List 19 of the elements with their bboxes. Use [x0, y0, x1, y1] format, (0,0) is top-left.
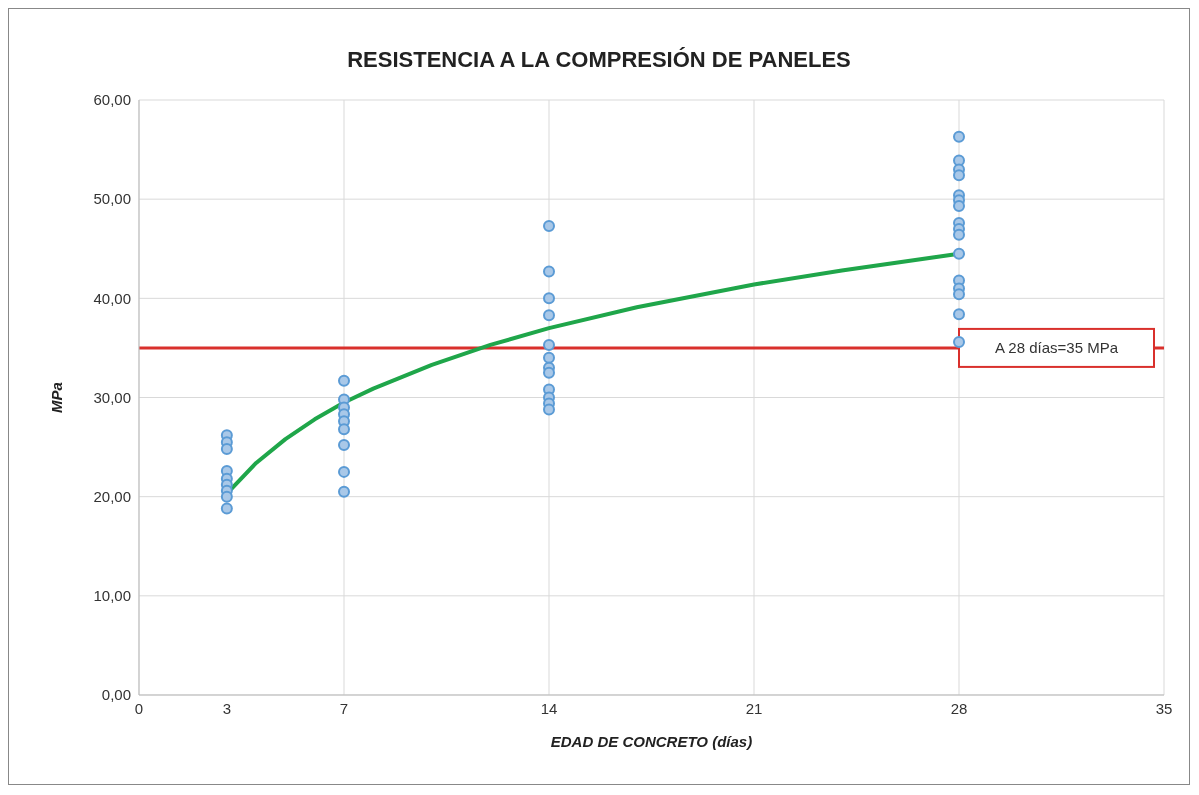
- y-tick-label: 50,00: [93, 190, 131, 208]
- x-tick-label: 14: [540, 699, 558, 717]
- y-tick-label: 0,00: [101, 686, 131, 704]
- x-tick-label: 28: [950, 699, 968, 717]
- x-tick-label: 0: [134, 699, 144, 717]
- y-tick-label: 60,00: [93, 91, 131, 109]
- ref-line-label: A 28 días=35 MPa: [994, 338, 1119, 356]
- x-tick-label: 7: [339, 699, 349, 717]
- y-tick-label: 40,00: [93, 289, 131, 307]
- chart-title: RESISTENCIA A LA COMPRESIÓN DE PANELES: [347, 47, 851, 72]
- x-tick-label: 35: [1155, 699, 1173, 717]
- x-tick-label: 21: [745, 699, 763, 717]
- y-axis-title: MPa: [48, 382, 66, 413]
- x-axis-title: EDAD DE CONCRETO (días): [550, 733, 753, 750]
- x-tick-label: 3: [222, 699, 232, 717]
- callout-box: A 28 días=35 MPa: [958, 327, 1155, 368]
- y-tick-label: 20,00: [93, 487, 131, 505]
- y-tick-label: 10,00: [93, 587, 131, 605]
- y-tick-label: 30,00: [93, 388, 131, 406]
